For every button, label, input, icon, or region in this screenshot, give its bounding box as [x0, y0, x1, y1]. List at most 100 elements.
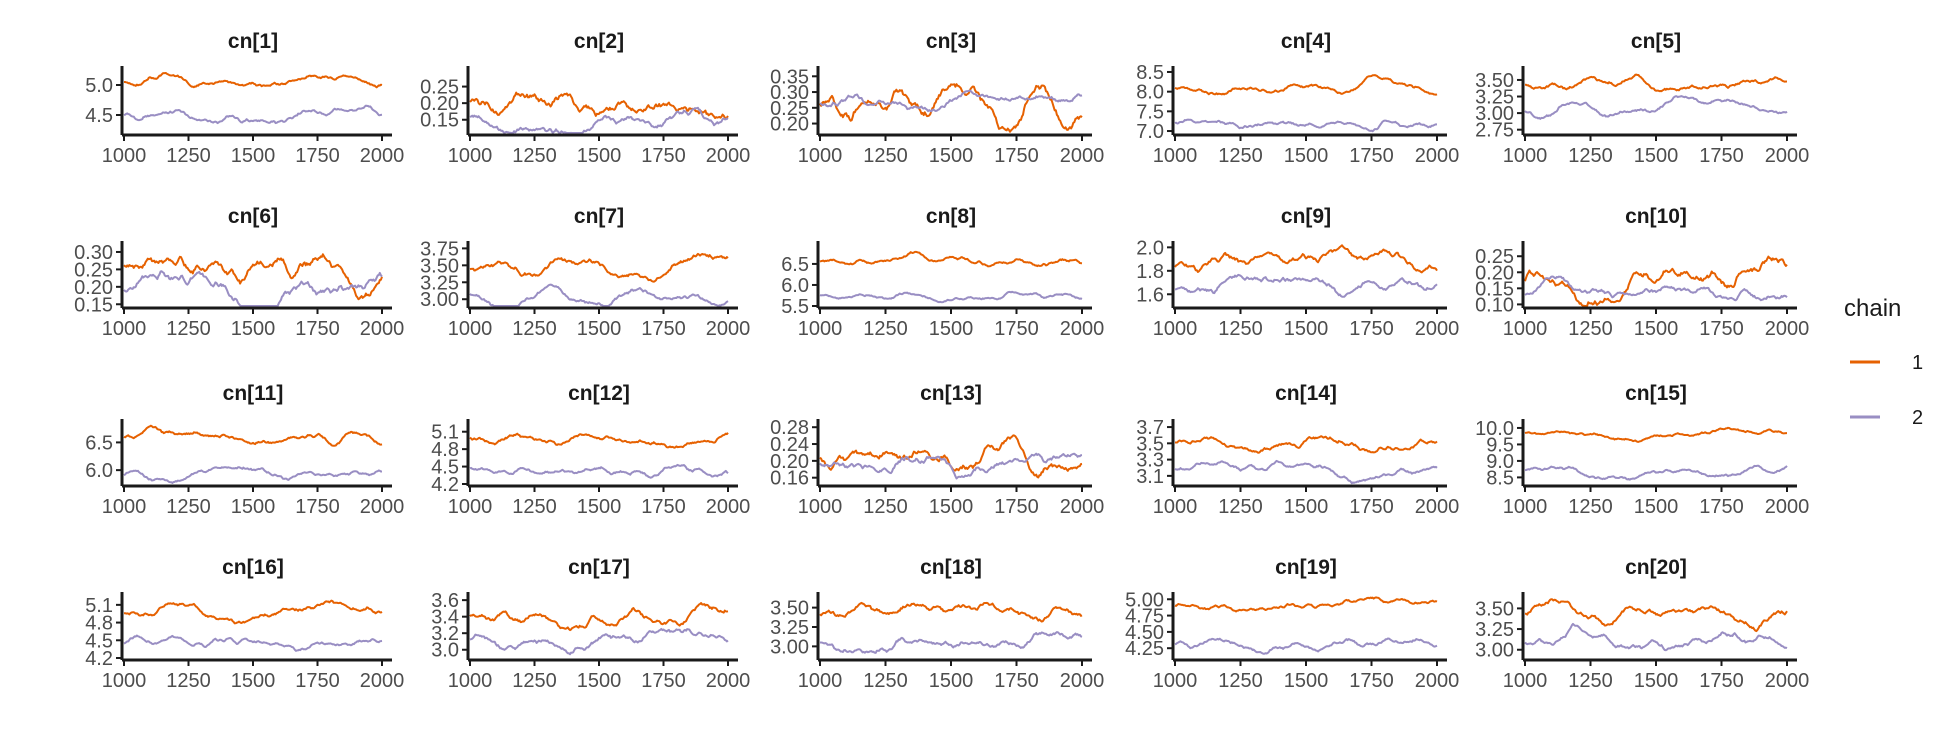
x-tick-label: 1250 [166, 145, 211, 167]
x-tick-label: 1750 [1349, 496, 1394, 518]
x-tick-label: 2000 [1060, 145, 1105, 167]
trace-chain-2 [1174, 118, 1437, 133]
y-tick-label: 5.1 [431, 422, 459, 444]
facet-panels: cn[1] 4.5 5.0 1000 1250 1500 1750 2000 cn[2] 0.15… [74, 30, 1809, 692]
trace-chain-2 [819, 290, 1083, 304]
trace-chain-1 [819, 601, 1083, 623]
panel-4: cn[4] 7.07.58.08.5 1000 1250 1500 1750 2000 [1136, 30, 1459, 167]
y-tick-label: 4.50 [1125, 622, 1164, 644]
x-tick-label: 1000 [798, 496, 843, 518]
x-tick-label: 1500 [577, 496, 622, 518]
y-tick-label: 3.00 [420, 289, 459, 311]
panel-8: cn[8] 5.56.06.5 1000 1250 1500 1750 2000 [781, 205, 1104, 340]
y-tick-label: 3.25 [770, 617, 809, 639]
legend-label-chain-2: 2 [1912, 407, 1923, 429]
panel-1: cn[1] 4.5 5.0 1000 1250 1500 1750 2000 [85, 30, 404, 167]
x-tick-label: 1000 [1503, 670, 1548, 692]
y-tick-label: 3.50 [1475, 598, 1514, 620]
y-tick-label: 3.75 [420, 238, 459, 260]
x-tick-label: 1000 [798, 318, 843, 340]
x-tick-label: 1000 [1503, 496, 1548, 518]
x-tick-label: 1750 [295, 145, 340, 167]
x-tick-label: 1500 [1634, 496, 1679, 518]
x-tick-label: 1000 [102, 318, 147, 340]
x-tick-label: 1500 [577, 670, 622, 692]
panel-title: cn[13] [920, 382, 982, 405]
panel-title: cn[4] [1281, 30, 1331, 53]
trace-chain-1 [819, 83, 1083, 133]
trace-chain-1 [819, 250, 1083, 268]
x-tick-label: 1250 [512, 318, 557, 340]
y-tick-label: 0.25 [420, 77, 459, 99]
trace-chain-1 [1525, 598, 1788, 633]
legend-title: chain [1844, 295, 1901, 322]
x-tick-label: 1750 [1349, 670, 1394, 692]
x-tick-label: 1000 [798, 670, 843, 692]
y-tick-label: 0.16 [770, 468, 809, 490]
x-tick-label: 1750 [1699, 670, 1744, 692]
trace-chain-2 [1524, 622, 1788, 652]
y-tick-label: 6.5 [85, 432, 113, 454]
y-tick-label: 10.0 [1475, 418, 1514, 440]
trace-chain-1 [123, 253, 383, 301]
x-tick-label: 1500 [1634, 145, 1679, 167]
x-tick-label: 2000 [1415, 318, 1460, 340]
y-tick-label: 0.24 [770, 434, 809, 456]
x-tick-label: 1250 [1218, 318, 1263, 340]
x-tick-label: 1250 [512, 496, 557, 518]
y-tick-label: 0.25 [1475, 246, 1514, 268]
y-tick-label: 3.00 [1475, 640, 1514, 662]
x-tick-label: 1750 [1349, 318, 1394, 340]
x-tick-label: 1750 [641, 670, 686, 692]
y-tick-label: 4.8 [85, 613, 113, 635]
panel-13: cn[13] 0.160.200.240.28 1000 1250 1500 1750 20… [770, 382, 1104, 518]
panel-3: cn[3] 0.200.250.300.35 1000 1250 1500 1750 200… [770, 30, 1104, 167]
x-tick-label: 2000 [1060, 670, 1105, 692]
y-tick-label: 0.10 [1475, 294, 1514, 316]
trace-chain-1 [123, 424, 383, 447]
y-tick-label: 0.20 [74, 277, 113, 299]
x-tick-label: 1500 [577, 318, 622, 340]
trace-chain-2 [469, 106, 729, 134]
panel-title: cn[17] [568, 556, 630, 579]
x-tick-label: 2000 [1415, 670, 1460, 692]
x-tick-label: 1750 [994, 145, 1039, 167]
y-tick-label: 1.6 [1136, 284, 1164, 306]
panel-11: cn[11] 6.0 6.5 1000 1250 1500 1750 2000 [85, 382, 404, 518]
x-tick-label: 1500 [929, 496, 974, 518]
y-tick-label: 3.7 [1136, 417, 1164, 439]
panel-19: cn[19] 4.254.504.755.00 1000 1250 1500 1750 20… [1125, 556, 1459, 692]
y-tick-label: 4.25 [1125, 638, 1164, 660]
y-tick-label: 5.0 [85, 75, 113, 97]
x-tick-label: 1500 [1284, 496, 1329, 518]
panel-15: cn[15] 8.59.09.510.0 1000 1250 1500 1750 2000 [1475, 382, 1809, 518]
x-tick-label: 1250 [1218, 670, 1263, 692]
x-tick-label: 1000 [448, 496, 493, 518]
x-tick-label: 1750 [295, 670, 340, 692]
trace-chain-1 [1524, 255, 1788, 307]
x-tick-label: 1250 [1218, 145, 1263, 167]
panel-title: cn[2] [574, 30, 624, 53]
x-tick-label: 2000 [1765, 670, 1810, 692]
x-tick-label: 1000 [1153, 318, 1198, 340]
y-tick-label: 3.0 [431, 640, 459, 662]
x-tick-label: 1500 [1634, 670, 1679, 692]
trace-chain-1 [469, 432, 729, 449]
y-tick-label: 4.2 [85, 648, 113, 670]
panel-title: cn[6] [228, 205, 278, 228]
x-tick-label: 1000 [1503, 318, 1548, 340]
y-tick-label: 2.0 [1136, 237, 1164, 259]
panel-title: cn[14] [1275, 382, 1337, 405]
x-tick-label: 1000 [1153, 670, 1198, 692]
panel-9: cn[9] 1.61.82.0 1000 1250 1500 1750 2000 [1136, 205, 1459, 340]
y-tick-label: 7.5 [1136, 101, 1164, 123]
y-tick-label: 3.1 [1136, 466, 1164, 488]
y-tick-label: 3.5 [1136, 433, 1164, 455]
panel-title: cn[7] [574, 205, 624, 228]
y-tick-label: 5.5 [781, 296, 809, 318]
x-tick-label: 1500 [929, 145, 974, 167]
x-tick-label: 2000 [1415, 496, 1460, 518]
panel-5: cn[5] 2.753.003.253.50 1000 1250 1500 1750 200… [1475, 30, 1809, 167]
x-tick-label: 1750 [1349, 145, 1394, 167]
y-tick-label: 4.5 [431, 457, 459, 479]
